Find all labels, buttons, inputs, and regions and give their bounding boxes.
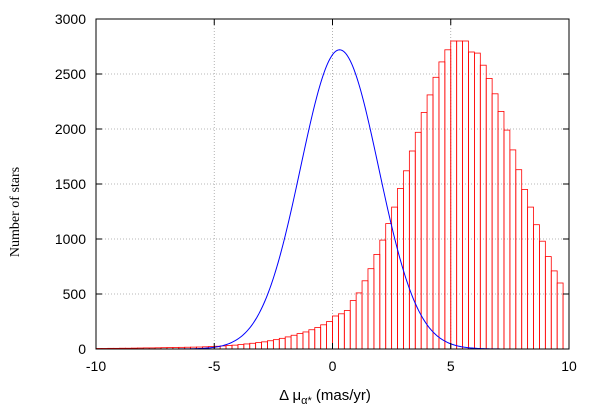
- histogram-bar: [237, 344, 245, 350]
- histogram-bar: [509, 149, 517, 350]
- histogram-bar: [308, 329, 316, 350]
- histogram-bar: [550, 270, 558, 350]
- histogram-bar: [385, 223, 393, 350]
- histogram-bar: [527, 206, 534, 350]
- ticks-layer: 0 500 1000 1500 2000 2500 3000 -10 -5 0 5 10: [55, 11, 577, 374]
- histogram-bar: [521, 189, 529, 350]
- histogram-bar: [249, 342, 257, 350]
- histogram-bar: [261, 341, 268, 350]
- histogram-bar: [450, 40, 458, 350]
- histogram-bar: [503, 129, 511, 350]
- histogram-bar: [338, 313, 345, 350]
- histogram-bar: [355, 292, 363, 350]
- y-axis-label: Number of stars: [8, 167, 23, 257]
- histogram-bar: [497, 111, 505, 350]
- y-tick-label: 500: [63, 286, 87, 302]
- histogram-bar: [456, 40, 463, 350]
- histogram-bar: [379, 239, 387, 350]
- y-tick-label: 1500: [55, 176, 86, 192]
- histogram-bar: [290, 334, 298, 350]
- histogram-bar: [420, 112, 428, 350]
- histogram-bar: [432, 76, 440, 350]
- bars-layer: [95, 40, 570, 350]
- x-tick-label: 5: [447, 358, 455, 374]
- histogram-bar: [302, 331, 310, 350]
- y-tick-label: 1000: [55, 231, 86, 247]
- histogram-bar: [367, 268, 375, 350]
- histogram-bar: [296, 333, 304, 350]
- histogram-bar: [539, 240, 546, 350]
- y-tick-label: 0: [78, 341, 86, 357]
- histogram-bar: [361, 280, 369, 350]
- x-tick-label: -5: [208, 358, 221, 374]
- histogram-bar: [267, 340, 274, 350]
- histogram-bar: [278, 337, 286, 350]
- histogram-bar: [243, 343, 251, 350]
- y-tick-label: 2500: [55, 66, 86, 82]
- x-tick-label: 10: [561, 358, 577, 374]
- histogram-bar: [479, 64, 487, 350]
- histogram-bar: [533, 224, 540, 350]
- histogram-bar: [349, 300, 357, 350]
- x-tick-label: 0: [329, 358, 337, 374]
- histogram-bar: [468, 51, 475, 350]
- x-axis-label: Δ μα* (mas/yr): [279, 387, 371, 407]
- histogram-bar: [444, 49, 452, 350]
- histogram-bar: [373, 253, 381, 350]
- y-tick-label: 3000: [55, 11, 86, 27]
- x-tick-label: -10: [86, 358, 106, 374]
- histogram-bar: [284, 336, 292, 350]
- histogram-bar: [414, 131, 422, 350]
- histogram-bar: [408, 150, 416, 350]
- histogram-bar: [332, 315, 339, 350]
- x-axis-label-subscript: α*: [301, 395, 312, 407]
- histogram-bar: [515, 169, 523, 350]
- histogram-bar: [403, 170, 410, 350]
- histogram-bar: [343, 310, 351, 350]
- histogram-bar: [562, 293, 570, 350]
- histogram-bar: [255, 342, 262, 350]
- histogram-bar: [272, 339, 280, 350]
- histogram-bar: [491, 93, 499, 350]
- histogram-bar: [314, 327, 322, 350]
- histogram-bar: [485, 78, 493, 350]
- histogram-bar: [320, 324, 327, 350]
- histogram-bar: [462, 40, 469, 350]
- histogram-bar: [473, 52, 481, 350]
- histogram-bar: [231, 344, 239, 350]
- x-axis-label-suffix: (mas/yr): [312, 387, 371, 404]
- y-tick-label: 2000: [55, 121, 86, 137]
- histogram-bar: [426, 94, 434, 350]
- histogram-bar: [556, 282, 564, 350]
- histogram-bar: [438, 61, 446, 350]
- histogram-bar: [544, 256, 552, 350]
- histogram-bar: [225, 345, 233, 350]
- x-axis-label-prefix: Δ μ: [279, 387, 301, 404]
- histogram-bar: [326, 321, 333, 350]
